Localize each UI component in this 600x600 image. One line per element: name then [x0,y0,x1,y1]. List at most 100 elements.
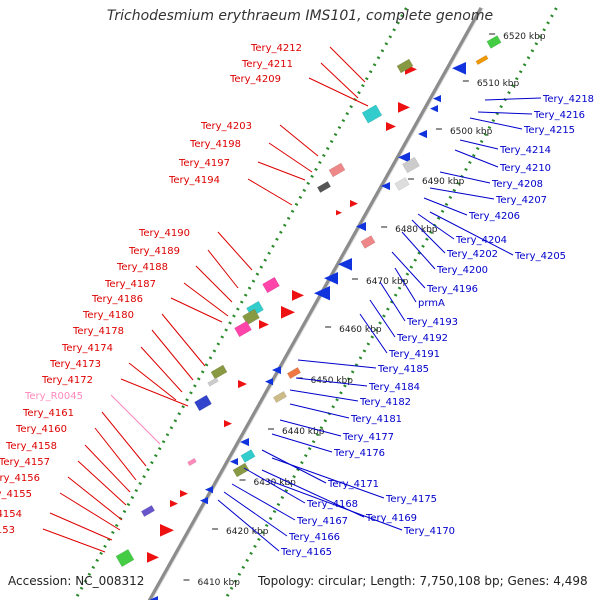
gene-label-right: Tery_4169 [365,513,417,524]
leader-line [94,427,137,481]
gene-label-right: Tery_4176 [333,448,385,459]
leader-line [329,46,366,83]
leader-line [161,313,206,367]
gene-label-left: Tery_4186 [91,294,143,305]
minus-strand-gene [180,490,188,498]
minus-strand-gene [398,102,410,113]
gene-label-left: Tery_4189 [128,246,180,257]
leader-line [257,161,306,181]
plus-strand-gene [150,596,158,600]
minus-strand-gene [238,380,247,389]
minus-strand-gene [147,552,159,563]
leader-line [170,297,223,323]
gene-block [475,54,489,66]
gene-label-right: Tery_4193 [406,317,458,328]
gene-label-left: Tery_4190 [138,228,190,239]
gene-label-left: Tery_4187 [104,279,156,290]
gene-label-right: Tery_4205 [514,251,566,262]
tick-label: 6510 kbp [477,79,520,89]
genome-backbone-highlight [151,7,484,600]
leader-line [231,483,296,521]
gene-block [115,548,135,568]
leader-line [271,433,333,453]
minus-strand-gene [170,500,178,508]
minus-strand-gene [259,320,269,329]
plus-strand-gene [418,130,427,139]
minus-strand-gene [281,306,295,319]
leader-line [183,282,229,317]
leader-line [207,249,239,289]
gene-label-left: Tery_4197 [178,158,230,169]
minus-strand-gene [292,290,304,301]
inner-dotted-track [223,7,558,600]
plus-strand-gene [433,95,441,103]
leader-line [195,265,233,303]
leader-line [247,178,293,206]
gene-block [240,449,256,463]
minus-strand-gene [224,420,232,428]
gene-label-right: Tery_4202 [446,249,498,260]
plus-strand-gene [314,286,330,301]
gene-label-right: Tery_4200 [436,265,488,276]
gene-block [234,320,252,338]
plus-strand-gene [240,438,249,447]
gene-label-left: Tery_4203 [200,121,252,132]
leader-line [279,124,319,157]
tick-label: 6420 kbp [226,527,269,537]
leader-line [454,149,499,168]
tick-label: 6520 kbp [503,32,546,42]
leader-line [268,142,313,173]
gene-block [402,156,420,174]
leader-line [297,359,377,369]
leader-line [217,231,253,271]
gene-label-left: Tery_4209 [229,74,281,85]
minus-strand-gene [336,210,342,216]
leader-line [459,139,499,150]
leader-line [439,171,491,184]
plus-strand-gene [272,366,281,375]
gene-label-right: Tery_4204 [455,235,507,246]
gene-label-left: Tery_4174 [61,343,113,354]
gene-label-left: Tery_4156 [0,473,40,484]
gene-block [194,394,212,412]
leader-line [67,476,123,521]
leader-line [477,111,533,115]
leader-line [243,467,306,504]
leader-line [484,97,542,101]
gene-label-right: Tery_4165 [280,547,332,558]
gene-label-right: Tery_4192 [396,333,448,344]
leader-line [77,460,127,506]
leader-line [217,499,280,552]
gene-label-right: Tery_4210 [499,163,551,174]
gene-label-right: Tery_4168 [306,499,358,510]
leader-line [379,281,406,322]
gene-label-left: Tery_R0045 [24,391,83,402]
leader-line [84,444,131,493]
leader-line [423,197,468,216]
gene-label-left: Tery_4178 [72,326,124,337]
leader-line [391,251,426,289]
gene-label-left: Tery_4158 [5,441,57,452]
gene-label-right: Tery_4167 [296,516,348,527]
plus-strand-gene [324,272,338,285]
gene-label-left: Tery_4211 [241,59,293,70]
gene-label-left: Tery_4153 [0,525,15,536]
gene-label-right: Tery_4181 [350,414,402,425]
leader-line [401,231,436,270]
leader-line [429,187,495,200]
plus-strand-gene [430,105,438,113]
gene-block [396,58,414,74]
gene-block [187,457,197,467]
gene-label-right: Tery_4175 [385,494,437,505]
plus-strand-gene [452,62,466,75]
leader-line [429,211,514,256]
gene-label-right: prmA [418,298,445,309]
plus-strand-gene [338,258,352,271]
genome-backbone [147,7,484,600]
gene-block [361,104,383,124]
gene-label-left: Tery_4194 [168,175,220,186]
genome-summary-text: Topology: circular; Length: 7,750,108 bp… [258,574,588,588]
gene-block [272,391,288,403]
gene-label-left: Tery_4188 [116,262,168,273]
